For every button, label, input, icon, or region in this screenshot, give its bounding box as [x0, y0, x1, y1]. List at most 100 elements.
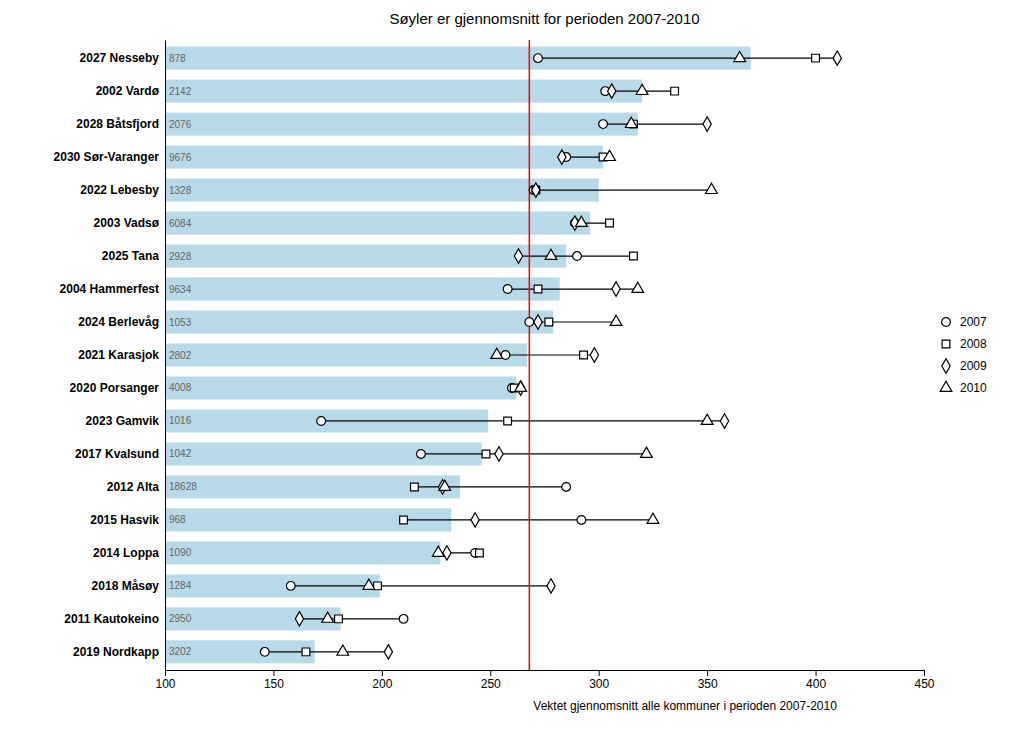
tick-label: 150: [264, 677, 284, 691]
tick-label: 350: [698, 677, 718, 691]
population-label: 6084: [169, 218, 192, 229]
marker: [260, 647, 269, 656]
annotation: Vektet gjennomsnitt alle kommuner i peri…: [533, 699, 837, 713]
population-label: 1042: [169, 448, 192, 459]
tick-label: 2030 Sør-Varanger: [54, 150, 160, 164]
tick-label: 2018 Måsøy: [92, 579, 160, 593]
legend-label: 2010: [960, 381, 987, 395]
bar: [165, 113, 638, 136]
marker: [812, 54, 820, 62]
marker: [606, 219, 614, 227]
marker: [482, 450, 490, 458]
marker: [734, 51, 746, 61]
marker: [647, 513, 659, 523]
tick-label: 400: [806, 677, 826, 691]
legend-item: 2007: [942, 315, 987, 329]
marker: [534, 285, 542, 293]
bar: [165, 343, 527, 366]
y-tick: 2024 Berlevåg: [78, 315, 159, 329]
x-tick: 300: [589, 670, 609, 691]
population-label: 968: [169, 514, 186, 525]
marker: [671, 87, 679, 95]
tick-label: 2003 Vadsø: [94, 216, 160, 230]
marker: [545, 318, 553, 326]
y-tick: 2003 Vadsø: [94, 216, 160, 230]
markers: [302, 54, 819, 655]
tick-mark: [165, 670, 166, 676]
y-tick: 2014 Loppa: [93, 546, 159, 560]
tick-label: 250: [481, 677, 501, 691]
legend-label: 2008: [960, 337, 987, 351]
marker: [491, 348, 503, 358]
range-line: [414, 486, 566, 487]
marker: [515, 381, 527, 391]
legend-symbol: [942, 340, 950, 348]
range-line: [538, 58, 837, 59]
population-label: 4008: [169, 382, 192, 393]
y-tick: 2025 Tana: [102, 249, 159, 263]
population-label: 1053: [169, 317, 192, 328]
tick-label: 2025 Tana: [102, 249, 159, 263]
tick-label: 450: [914, 677, 934, 691]
marker: [562, 483, 571, 492]
y-tick: 2023 Gamvik: [86, 414, 160, 428]
y-tick: 2018 Måsøy: [92, 579, 160, 593]
tick-mark: [382, 670, 383, 676]
reference-line: [529, 40, 531, 670]
range-line: [265, 651, 389, 652]
marker: [286, 582, 295, 591]
legend-symbol: [942, 318, 951, 327]
marker: [384, 645, 392, 659]
range-line: [421, 453, 647, 454]
marker: [532, 183, 540, 197]
x-tick: 200: [372, 670, 392, 691]
y-tick: 2015 Hasvik: [90, 513, 159, 527]
marker: [399, 615, 408, 624]
tick-label: 2023 Gamvik: [86, 414, 160, 428]
marker: [604, 150, 616, 160]
legend-item: 2010: [940, 381, 987, 395]
bar: [165, 277, 560, 300]
x-tick: 100: [155, 670, 175, 691]
labels: 8782142207696761328608429289634105328024…: [169, 53, 197, 658]
marker: [514, 249, 522, 263]
marker: [400, 516, 408, 524]
bar: [165, 376, 516, 399]
tick-label: 2024 Berlevåg: [78, 315, 159, 329]
tick-mark: [490, 670, 491, 676]
tick-label: 2022 Lebesby: [80, 183, 159, 197]
marker: [641, 447, 653, 457]
marker: [504, 417, 512, 425]
tick-label: 2002 Vardø: [96, 84, 160, 98]
y-tick: 2019 Nordkapp: [73, 645, 159, 659]
tick-label: 100: [155, 677, 175, 691]
marker: [534, 54, 543, 63]
population-label: 2076: [169, 119, 192, 130]
markers: [260, 54, 609, 656]
marker: [701, 414, 713, 424]
y-tick: 2020 Porsanger: [70, 381, 160, 395]
markers: [322, 51, 746, 655]
y-tick: 2002 Vardø: [96, 84, 160, 98]
y-tick: 2021 Karasjok: [78, 348, 159, 362]
marker: [443, 546, 451, 560]
axis-line: [165, 41, 166, 671]
population-label: 2142: [169, 86, 192, 97]
population-label: 2802: [169, 350, 192, 361]
marker: [337, 645, 349, 655]
marker: [476, 549, 484, 557]
marker: [608, 84, 616, 98]
marker: [625, 117, 637, 127]
tick-label: 2004 Hammerfest: [60, 282, 159, 296]
plot-area: [165, 40, 841, 670]
bar: [165, 179, 599, 202]
bar: [165, 541, 440, 564]
x-tick: 450: [914, 670, 934, 691]
bars: [165, 47, 751, 664]
markers: [295, 51, 841, 659]
population-label: 1090: [169, 547, 192, 558]
legend-item: 2009: [942, 359, 987, 373]
y-tick: 2030 Sør-Varanger: [54, 150, 160, 164]
marker: [295, 612, 303, 626]
range-line: [291, 585, 551, 586]
